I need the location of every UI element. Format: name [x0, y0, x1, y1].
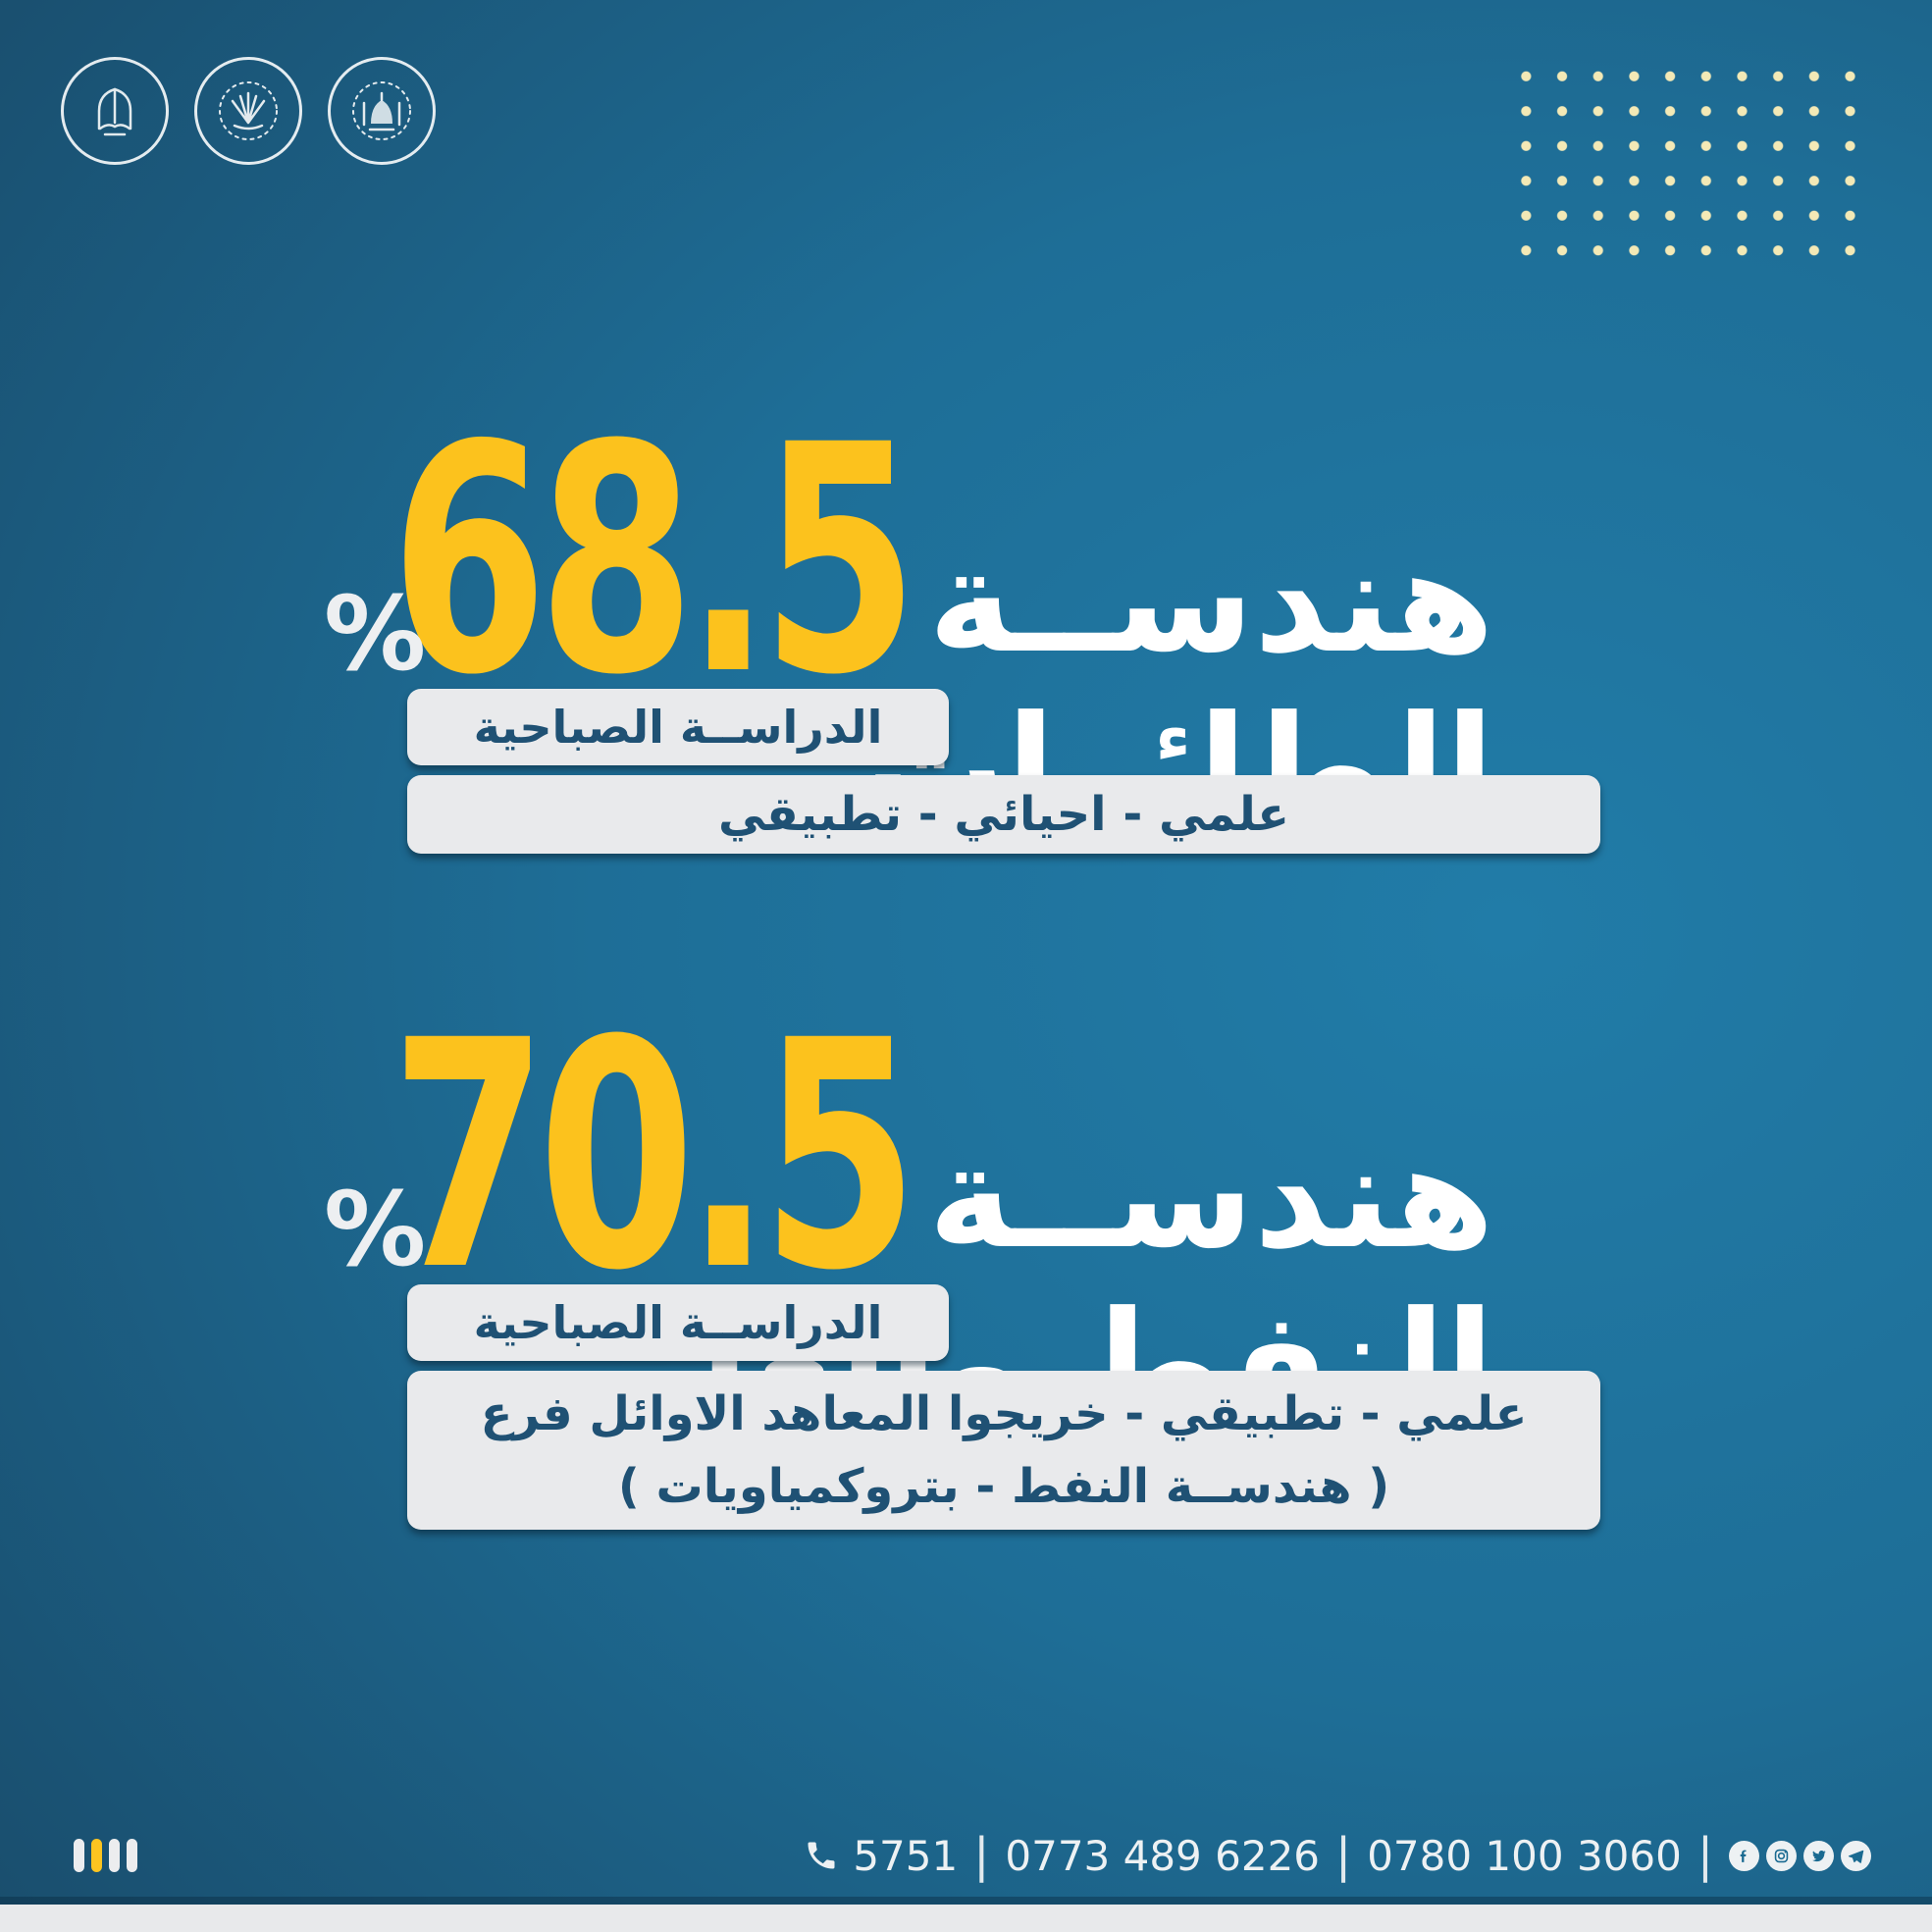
section1-study-type-chip: الدراســة الصباحية — [407, 689, 949, 765]
social-icons — [1729, 1840, 1871, 1871]
separator: | — [973, 1828, 990, 1883]
dots-pattern-decoration — [1508, 59, 1869, 269]
section1-percent-sign: % — [324, 574, 427, 694]
section2-percent-sign: % — [324, 1170, 427, 1289]
section1-title: هندســة الطائرات — [862, 518, 1494, 852]
section2-title-line1: هندســة — [927, 1114, 1494, 1281]
phone-short-number: 5751 — [853, 1831, 959, 1880]
section2-tracks-bar: علمي - تطبيقي - خريجوا المعاهد الاوائل ف… — [407, 1371, 1600, 1530]
pill-white-2 — [109, 1839, 120, 1872]
section1-tracks-bar: علمي - احيائي - تطبيقي — [407, 775, 1600, 854]
section2-percentage-value: 70.5 — [391, 974, 918, 1339]
footer-pills-decoration — [74, 1839, 137, 1872]
bottom-gray-strip — [0, 1905, 1932, 1932]
footer-divider-line — [0, 1897, 1932, 1905]
warith-al-anbiyaa-university-logo-icon — [61, 57, 169, 165]
facebook-icon — [1729, 1840, 1759, 1871]
phone-number-1: 0773 489 6226 — [1005, 1831, 1321, 1880]
ministry-of-higher-education-logo-icon — [194, 57, 302, 165]
phone-icon — [808, 1842, 835, 1869]
section1-tracks-line1: علمي - احيائي - تطبيقي — [717, 786, 1290, 842]
section2-study-type-chip: الدراســة الصباحية — [407, 1284, 949, 1361]
al-abbas-holy-shrine-logo-icon — [328, 57, 436, 165]
section2-tracks-line2: ( هندســة النفط - بتروكمياويات ) — [617, 1459, 1390, 1514]
instagram-icon — [1766, 1840, 1797, 1871]
twitter-icon — [1803, 1840, 1834, 1871]
section1-percentage-value: 68.5 — [391, 379, 918, 744]
pill-white-3 — [127, 1839, 137, 1872]
phone-number-2: 0780 100 3060 — [1367, 1831, 1682, 1880]
section1-title-line1: هندســة — [927, 518, 1494, 686]
footer-contact-row: 5751 | 0773 489 6226 | 0780 100 3060 | — [804, 1827, 1871, 1884]
separator: | — [1335, 1828, 1352, 1883]
section2-tracks-line1: علمي - تطبيقي - خريجوا المعاهد الاوائل ف… — [480, 1385, 1528, 1441]
separator: | — [1697, 1828, 1713, 1883]
header-logos — [61, 57, 436, 165]
pill-white-1 — [74, 1839, 84, 1872]
telegram-icon — [1841, 1840, 1871, 1871]
pill-yellow — [91, 1839, 102, 1872]
